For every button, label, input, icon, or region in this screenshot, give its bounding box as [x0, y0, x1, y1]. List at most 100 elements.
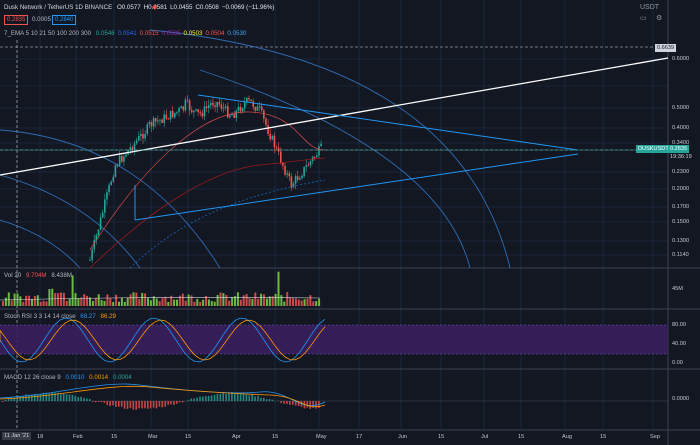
minimize-icon[interactable]: ▭: [640, 15, 647, 22]
candle-body: [171, 110, 174, 118]
candle-body: [125, 154, 127, 157]
macd-histogram-bar: [89, 398, 91, 401]
volume-legend[interactable]: Vol 20 9.704M 8.438M: [4, 272, 75, 279]
volume-bar: [219, 292, 222, 306]
volume-bar: [263, 294, 265, 306]
settings-icon[interactable]: ⚙: [656, 15, 663, 22]
candle-body: [222, 107, 225, 109]
macd-label: MACD 12 26 close 9: [4, 374, 61, 381]
macd-histogram-bar: [7, 398, 10, 401]
candle-body: [137, 135, 140, 141]
candle-body: [252, 101, 255, 107]
volume-bar: [231, 296, 234, 306]
macd-histogram-bar: [83, 397, 85, 401]
candle-body: [241, 108, 244, 112]
macd-histogram-bar: [306, 401, 309, 408]
stoch-k-line: [0, 317, 326, 363]
price-axis-label: 0.1300: [672, 238, 690, 244]
volume-bar: [216, 294, 219, 306]
macd-histogram-bar: [251, 394, 253, 401]
volume-bar: [152, 296, 155, 306]
volume-bar: [257, 298, 260, 306]
macd-histogram-bar: [161, 401, 164, 408]
volume-bar: [309, 295, 312, 306]
macd-histogram-bar: [263, 397, 265, 401]
volume-bar: [103, 300, 106, 306]
ask-price[interactable]: 0.2840: [52, 15, 77, 25]
candle-body: [320, 143, 322, 147]
price-axis-label: 0.5000: [672, 105, 690, 111]
candle-body: [231, 114, 233, 116]
candle-body: [114, 165, 117, 177]
macd-histogram-bar: [106, 401, 108, 406]
macd-histogram-bar: [149, 401, 152, 409]
macd-histogram-bar: [225, 394, 227, 401]
stoch-v1: 68.27: [80, 313, 96, 320]
macd-histogram-bar: [254, 396, 256, 401]
macd-legend[interactable]: MACD 12 26 close 9 0.0010 0.0014 0.0004: [4, 374, 135, 381]
ema-line: [89, 111, 326, 251]
price-axis-label: 0.1140: [672, 252, 689, 258]
macd-histogram-bar: [100, 401, 103, 403]
ohlc-change: −0.0069 (−11.96%): [221, 4, 275, 11]
symbol-header[interactable]: Dusk Network / TetherUS 1D BINANCE O0.05…: [4, 4, 280, 11]
volume-bar: [141, 292, 144, 306]
macd-v3: 0.0004: [112, 374, 132, 381]
ema-legend[interactable]: 7_EMA 5 10 21 50 100 200 300 0.0546 0.054…: [4, 30, 252, 37]
alert-icon[interactable]: ◆: [152, 4, 158, 11]
candle-body: [161, 119, 163, 123]
candle-body: [301, 175, 303, 179]
volume-bar: [239, 299, 242, 306]
last-price-tag: 0.2835: [668, 145, 690, 153]
volume-bar: [167, 301, 170, 306]
candle-body: [108, 184, 110, 193]
volume-bar: [7, 292, 10, 306]
macd-histogram-bar: [268, 399, 271, 401]
volume-bar: [187, 294, 190, 306]
candles: [89, 95, 326, 269]
ema-line: [129, 179, 326, 269]
candle-body: [309, 161, 312, 166]
ema-value: 0.0505: [161, 30, 181, 37]
candle-body: [199, 112, 202, 114]
time-axis-label: 18: [37, 434, 44, 440]
macd-histogram-bar: [4, 399, 7, 401]
macd-histogram-bar: [42, 392, 45, 401]
candle-body: [269, 133, 271, 140]
ohlc-o: O0.0577: [116, 4, 141, 11]
spread: 0.0005: [32, 16, 51, 23]
candle-body: [152, 118, 155, 127]
candle-body: [186, 99, 189, 101]
volume-bar: [68, 298, 71, 306]
volume-bar: [4, 297, 7, 306]
macd-histogram-bar: [51, 392, 53, 401]
time-axis-label: Aug: [562, 434, 572, 440]
volume-bar: [300, 300, 303, 306]
volume-bar: [135, 292, 138, 306]
stoch-legend[interactable]: Stoch RSI 3 3 14 14 close 68.27 86.29: [4, 313, 119, 320]
macd-histogram-bar: [57, 392, 59, 401]
ema-values: 0.0546 0.0541 0.0515 0.0505 0.0503 0.0504 0.05…: [96, 30, 250, 37]
volume-bar: [39, 301, 42, 306]
macd-histogram-bar: [86, 398, 88, 401]
volume-bar: [207, 299, 210, 306]
candle-body: [188, 100, 191, 111]
macd-histogram-bar: [126, 401, 129, 409]
candle-body: [104, 199, 106, 213]
price-axis-label: 0.6000: [672, 56, 690, 62]
candle-body: [214, 105, 216, 107]
candle-body: [286, 173, 288, 175]
candle-body: [99, 217, 102, 230]
macd-histogram-bar: [31, 394, 33, 401]
macd-histogram-bar: [248, 395, 251, 401]
bid-price[interactable]: 0.2835: [4, 15, 29, 25]
macd-v1: 0.0010: [65, 374, 85, 381]
stoch-axis-80: 80.00: [672, 322, 686, 328]
white-trend-line: [0, 57, 669, 176]
candle-body: [299, 178, 301, 180]
candle-body: [163, 114, 165, 123]
volume-bar: [109, 298, 112, 306]
volume-bar: [42, 300, 45, 306]
macd-histogram-bar: [257, 395, 259, 401]
